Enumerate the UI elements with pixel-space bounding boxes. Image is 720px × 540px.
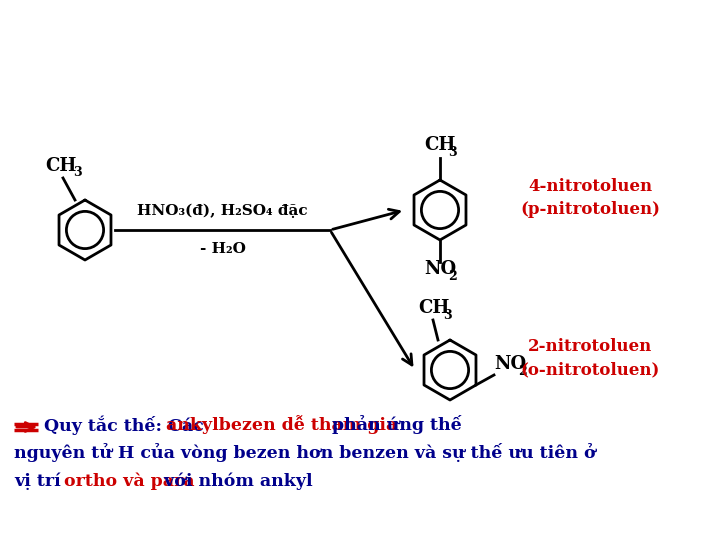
Text: 2: 2 [448, 270, 456, 283]
Text: CH: CH [418, 299, 449, 317]
Text: 2-nitrotoluen: 2-nitrotoluen [528, 338, 652, 355]
Text: phản ứng thế: phản ứng thế [332, 415, 462, 435]
Text: 2: 2 [518, 365, 527, 378]
Text: 4-nitrotoluen: 4-nitrotoluen [528, 178, 652, 195]
Text: ortho và para: ortho và para [64, 472, 195, 490]
Text: NO: NO [494, 355, 526, 373]
Text: (p-nitrotoluen): (p-nitrotoluen) [520, 201, 660, 218]
Text: vị trí: vị trí [14, 472, 67, 490]
Text: 3: 3 [448, 146, 456, 159]
Text: ankylbezen dễ tham gia: ankylbezen dễ tham gia [166, 415, 404, 435]
Text: CH: CH [45, 157, 76, 175]
Text: - H₂O: - H₂O [199, 242, 246, 256]
Text: NO: NO [424, 260, 456, 278]
Text: Quy tắc thế: Các: Quy tắc thế: Các [44, 415, 210, 435]
Text: HNO₃(đ), H₂SO₄ đặc: HNO₃(đ), H₂SO₄ đặc [138, 204, 308, 218]
Text: với nhóm ankyl: với nhóm ankyl [158, 472, 312, 490]
Text: 3: 3 [73, 166, 81, 179]
Text: CH: CH [424, 136, 455, 154]
Text: nguyên tử H của vòng bezen hơn benzen và sự thế ưu tiên ở: nguyên tử H của vòng bezen hơn benzen và… [14, 443, 595, 462]
Text: 3: 3 [443, 309, 451, 322]
Text: (o-nitrotoluen): (o-nitrotoluen) [521, 361, 660, 378]
